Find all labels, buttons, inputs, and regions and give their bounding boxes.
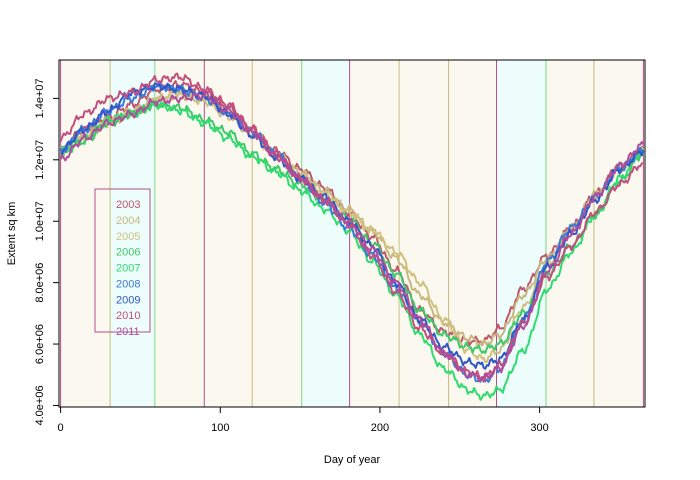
month-band bbox=[252, 60, 302, 407]
legend-entry: 2003 bbox=[116, 199, 140, 211]
y-tick-label: 4.0e+06 bbox=[34, 385, 46, 425]
legend-entry: 2011 bbox=[116, 326, 140, 338]
x-axis: 0 100 200 300 bbox=[58, 406, 549, 434]
series-line-2010 bbox=[59, 72, 644, 383]
y-tick-label: 1.2e+07 bbox=[34, 140, 46, 180]
legend-entry: 2010 bbox=[116, 310, 140, 322]
month-band bbox=[593, 60, 644, 407]
legend: 2003 2004 2005 2006 2007 2008 2009 2010 2011 bbox=[94, 188, 151, 338]
series-line-2003 bbox=[59, 80, 645, 347]
x-tick-label: 0 bbox=[58, 422, 64, 434]
month-band bbox=[546, 60, 594, 407]
month-divider-lines bbox=[60, 60, 644, 407]
legend-box bbox=[94, 188, 151, 333]
x-tick-label: 200 bbox=[371, 422, 389, 434]
x-tick-label: 300 bbox=[530, 422, 548, 434]
month-band bbox=[301, 60, 350, 407]
legend-entry: 2007 bbox=[116, 263, 140, 275]
series-line-2011 bbox=[59, 91, 645, 383]
month-band bbox=[399, 60, 449, 407]
y-tick-label: 1.0e+07 bbox=[34, 201, 46, 241]
x-axis-label: Day of year bbox=[324, 454, 381, 466]
legend-entry: 2008 bbox=[116, 278, 140, 290]
y-tick-label: 6.0e+06 bbox=[34, 324, 46, 364]
legend-entry: 2004 bbox=[116, 215, 140, 227]
series-lines bbox=[59, 72, 645, 401]
y-tick-label: 8.0e+06 bbox=[34, 263, 46, 303]
month-band bbox=[448, 60, 497, 407]
legend-entry: 2005 bbox=[116, 231, 140, 243]
month-band bbox=[154, 60, 205, 407]
legend-entry: 2009 bbox=[116, 294, 140, 306]
month-band bbox=[60, 60, 111, 407]
month-bands bbox=[60, 60, 644, 407]
y-axis: 4.0e+06 6.0e+06 8.0e+06 1.0e+07 1.2e+07 1.4e+… bbox=[34, 78, 60, 426]
x-tick-label: 100 bbox=[211, 422, 229, 434]
y-axis-label: Extent sq km bbox=[6, 202, 18, 266]
y-tick-label: 1.4e+07 bbox=[34, 78, 46, 118]
legend-entry: 2006 bbox=[116, 247, 140, 259]
